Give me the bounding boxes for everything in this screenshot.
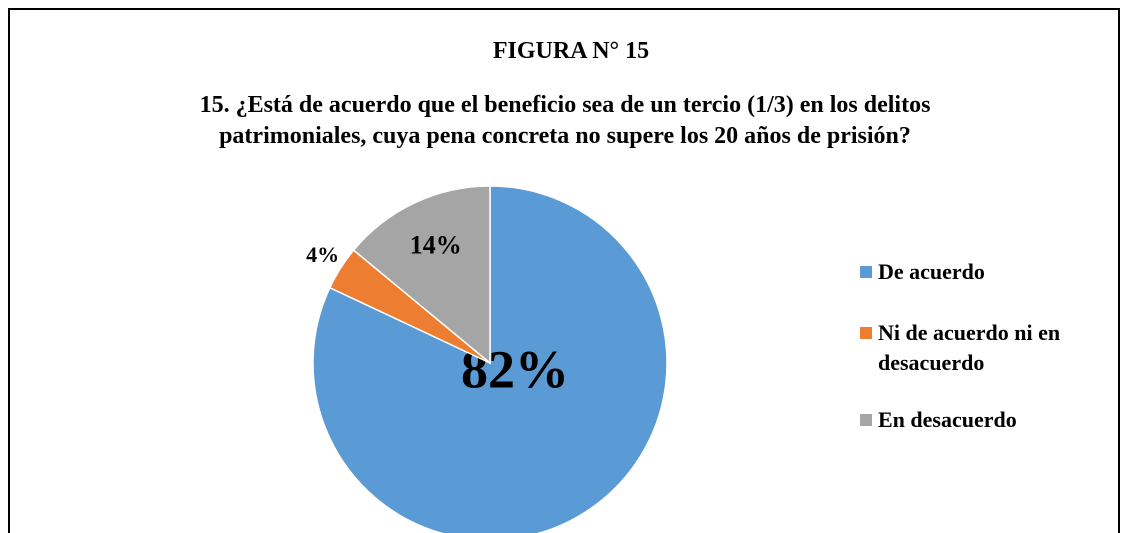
chart-subtitle: 15. ¿Está de acuerdo que el beneficio se… xyxy=(199,92,931,149)
chart-title: FIGURA N° 15 xyxy=(492,38,650,64)
pie-slice xyxy=(312,185,668,533)
legend-swatch xyxy=(860,327,872,339)
frame xyxy=(8,8,1120,533)
legend-item: En desacuerdo xyxy=(860,405,1130,435)
data-label: 4% xyxy=(306,242,339,267)
legend-item: De acuerdo xyxy=(860,257,1130,287)
legend-swatch xyxy=(860,414,872,426)
legend-item: Ni de acuerdo ni en desacuerdo xyxy=(860,318,1130,378)
legend-label: De acuerdo xyxy=(878,259,985,284)
legend-label: Ni de acuerdo ni en desacuerdo xyxy=(878,320,1061,375)
pie-slice xyxy=(352,185,491,365)
data-label: 14% xyxy=(410,231,462,260)
legend-label: En desacuerdo xyxy=(878,407,1017,432)
legend-swatch xyxy=(860,266,872,278)
